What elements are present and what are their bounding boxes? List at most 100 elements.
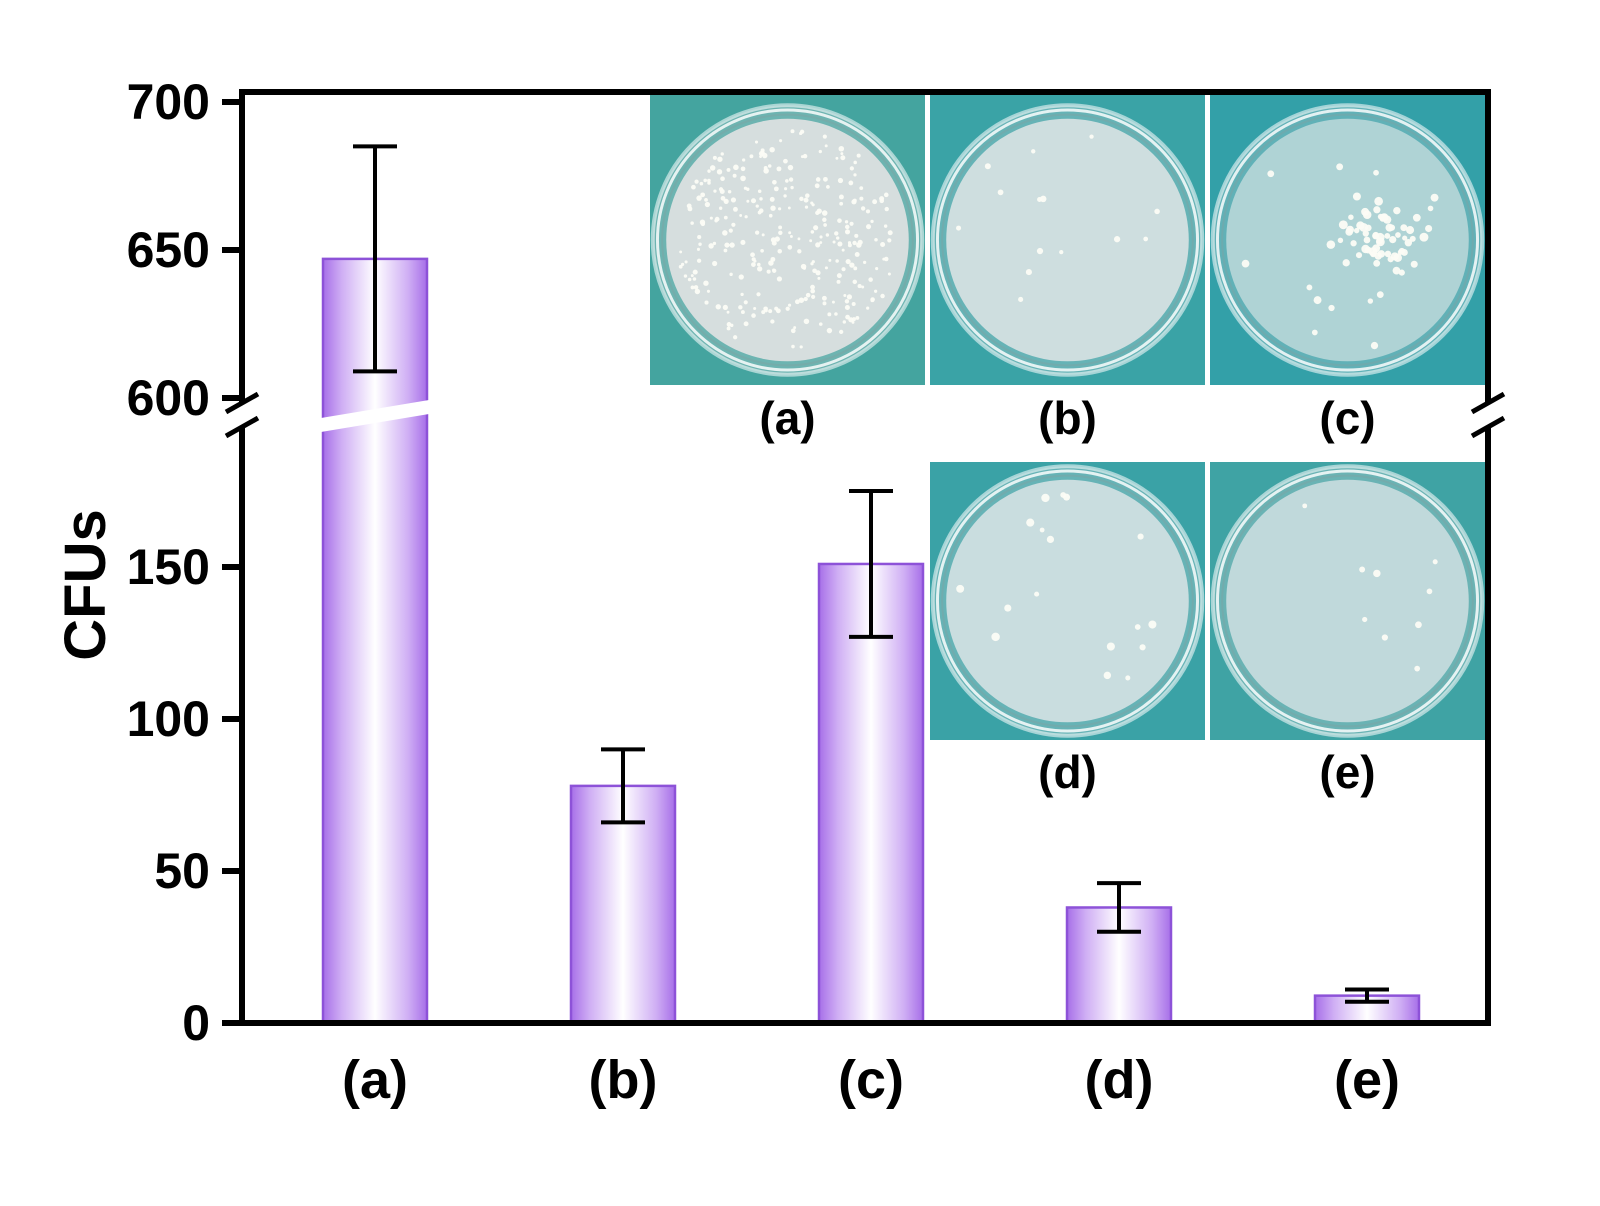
colony-dot <box>826 327 833 334</box>
colony-dot <box>776 276 783 282</box>
colony-dot <box>849 262 855 268</box>
petri-dish-image-a <box>650 95 925 385</box>
colony-dot <box>825 233 830 237</box>
colony-dot <box>775 308 781 314</box>
colony-dot <box>1031 149 1036 154</box>
colony-dot <box>852 240 857 246</box>
colony-dot <box>1336 163 1344 171</box>
colony-dot <box>1046 535 1055 544</box>
colony-dot <box>1148 620 1157 629</box>
dish-rim <box>1215 469 1480 733</box>
colony-dot <box>772 179 777 185</box>
colony-dot <box>883 224 888 228</box>
colony-dot <box>817 276 821 280</box>
colony-dot <box>887 230 893 236</box>
colony-dot <box>799 196 804 202</box>
colony-dot <box>690 221 694 225</box>
colony-dot <box>696 247 700 251</box>
colony-dot <box>744 215 748 219</box>
colony-dot <box>755 204 759 208</box>
colony-dot <box>865 224 872 230</box>
colony-dot <box>844 220 849 224</box>
colony-dot <box>740 175 746 182</box>
colony-dot <box>1373 169 1379 176</box>
colony-dot <box>822 217 827 222</box>
dish-inner-ring <box>941 113 1194 367</box>
colony-dot <box>690 285 695 290</box>
colony-dot <box>1381 634 1388 641</box>
colony-dot <box>856 242 862 248</box>
colony-dot <box>790 129 795 134</box>
colony-dot <box>742 158 746 162</box>
colony-dot <box>827 312 832 317</box>
colony-dot <box>708 243 714 249</box>
colony-dot <box>823 176 828 182</box>
colony-dot <box>750 252 755 258</box>
colony-dot <box>1103 671 1112 680</box>
colony-dot <box>855 315 860 320</box>
colony-dot <box>732 173 737 178</box>
colony-dot <box>875 266 879 271</box>
colony-dot <box>810 230 815 234</box>
colony-dot <box>813 225 819 231</box>
colony-dot <box>790 235 793 238</box>
colony-dot <box>1387 256 1394 263</box>
y-tick-label: 50 <box>154 843 210 899</box>
colony-dot <box>1342 259 1350 267</box>
colony-dot <box>1328 304 1335 312</box>
colony-dot <box>1113 236 1121 243</box>
colony-dot <box>709 216 713 220</box>
colony-dot <box>679 250 683 254</box>
colony-dot <box>769 196 775 202</box>
colony-dot <box>865 209 871 214</box>
colony-dot <box>805 292 811 298</box>
colony-dot <box>1414 665 1421 672</box>
colony-dot <box>851 320 855 324</box>
bar-break-gap <box>321 400 429 432</box>
colony-dot <box>799 129 805 134</box>
colony-dot <box>822 301 827 306</box>
colony-dot <box>743 321 749 327</box>
x-tick-label-e: (e) <box>1334 1050 1400 1110</box>
colony-dot <box>805 193 810 198</box>
colony-dot <box>740 310 745 315</box>
colony-dot <box>787 244 793 250</box>
colony-dot <box>783 158 788 164</box>
colony-dot <box>1427 205 1434 212</box>
axis-break-slash <box>224 415 260 439</box>
colony-dot <box>824 266 828 270</box>
colony-dot <box>716 169 723 175</box>
colony-dot <box>740 239 746 245</box>
dish-agar <box>1226 118 1469 362</box>
colony-dot <box>757 262 761 267</box>
colony-dot <box>731 222 736 227</box>
colony-dot <box>835 259 839 263</box>
colony-dot <box>815 177 821 182</box>
colony-dot <box>720 176 725 182</box>
colony-dot <box>1359 566 1366 573</box>
colony-dot <box>1432 559 1438 565</box>
colony-dot <box>836 273 842 279</box>
colony-dot <box>779 139 783 143</box>
colony-dot <box>751 257 756 262</box>
y-tick-label: 700 <box>127 74 210 130</box>
colony-dot <box>767 164 772 168</box>
colony-dot <box>790 328 796 334</box>
colony-dot <box>773 186 779 192</box>
colony-dot <box>1393 206 1401 215</box>
colony-dot <box>1267 170 1275 178</box>
colony-dot <box>761 310 766 315</box>
colony-dot <box>834 231 839 236</box>
colony-dot <box>1388 224 1396 231</box>
colony-dot <box>1125 675 1131 681</box>
colony-dot <box>785 306 790 311</box>
colony-dot <box>787 164 794 171</box>
dish-inner-ring <box>1221 474 1474 728</box>
colony-dot <box>840 152 844 156</box>
colony-dot <box>1036 247 1044 255</box>
colony-dot <box>834 312 838 316</box>
colony-dot <box>1154 208 1160 215</box>
colony-dot <box>758 208 764 213</box>
colony-dot <box>683 274 688 278</box>
dish-inner-ring <box>941 474 1194 728</box>
